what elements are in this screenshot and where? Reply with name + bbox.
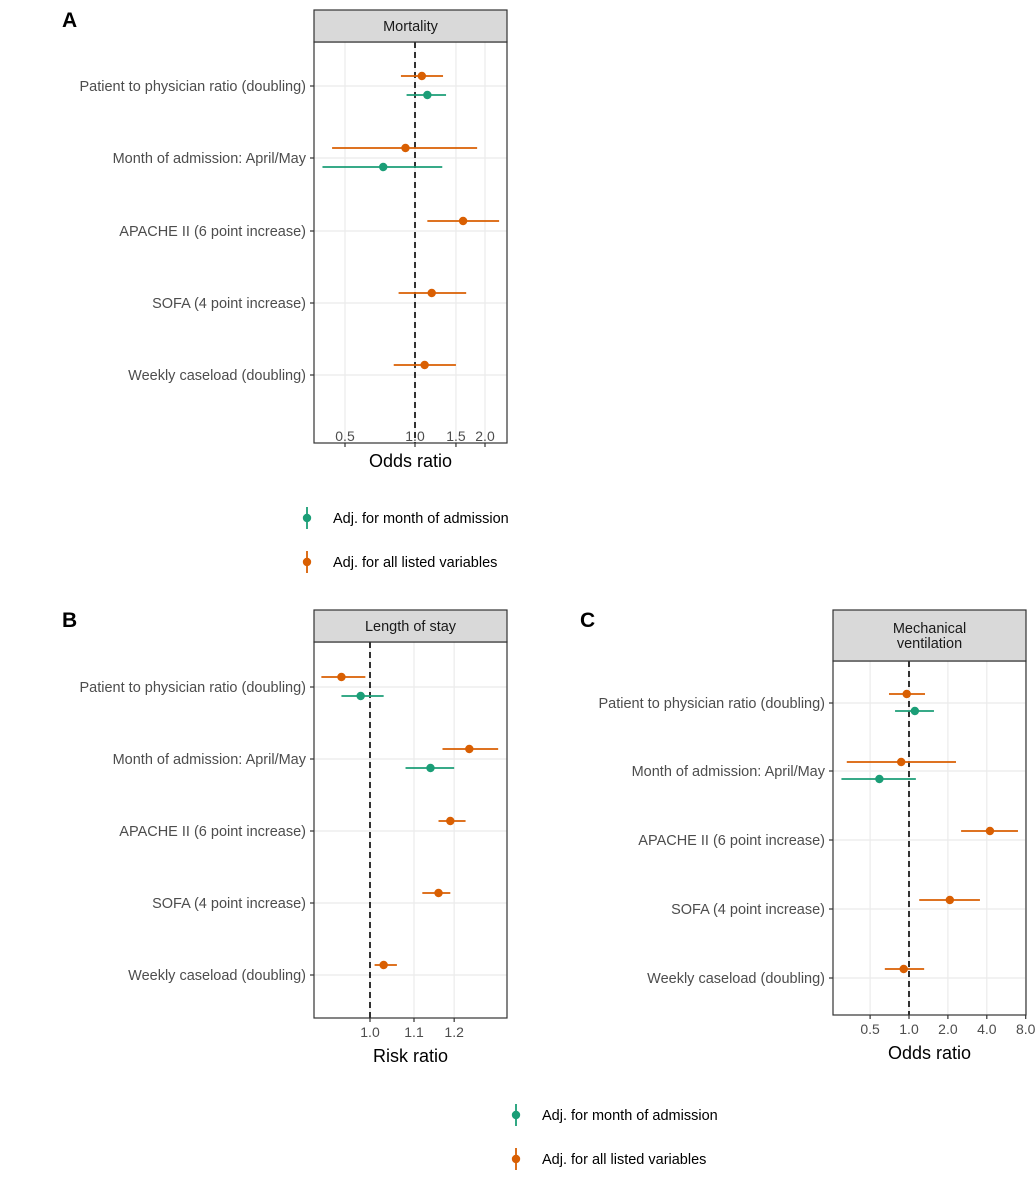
legend-key-point-icon xyxy=(511,1154,521,1164)
point-estimate xyxy=(434,888,443,898)
x-tick-label: 1.0 xyxy=(405,428,425,444)
point-estimate xyxy=(427,288,436,298)
point-estimate xyxy=(420,360,429,370)
panel-label-c: C xyxy=(580,609,595,632)
plot-background xyxy=(314,42,507,443)
y-axis-label: Weekly caseload (doubling) xyxy=(128,368,306,384)
facet-strip xyxy=(313,9,508,43)
legend-key-point-icon xyxy=(302,557,312,567)
strip-title-line: ventilation xyxy=(897,636,962,652)
point-estimate xyxy=(426,763,435,773)
x-tick-label: 1.1 xyxy=(404,1024,424,1040)
point-estimate xyxy=(902,689,911,699)
point-estimate xyxy=(910,706,920,716)
y-axis-label: Weekly caseload (doubling) xyxy=(128,968,306,984)
panel-c: Mechanical ventilation Patient to physicia… xyxy=(599,609,1036,1063)
x-tick-label: 8.0 xyxy=(1016,1021,1036,1037)
facet-strip-title: Length of stay xyxy=(365,619,457,635)
legend-entry: Adj. for month of admission xyxy=(511,1104,718,1126)
series-month-adjusted xyxy=(341,691,455,773)
strip-title-line: Length of stay xyxy=(365,619,457,635)
y-axis-label: Month of admission: April/May xyxy=(632,764,826,780)
y-axis-label: SOFA (4 point increase) xyxy=(152,896,306,912)
y-axis-label: Month of admission: April/May xyxy=(113,752,307,768)
x-tick-label: 1.5 xyxy=(446,428,466,444)
point-estimate xyxy=(401,143,410,153)
legend-label: Adj. for month of admission xyxy=(333,511,509,527)
point-estimate xyxy=(423,90,432,100)
point-estimate xyxy=(458,216,468,226)
y-axis-label: SOFA (4 point increase) xyxy=(152,296,306,312)
x-tick-label: 4.0 xyxy=(977,1021,997,1037)
x-axis-title: Odds ratio xyxy=(888,1043,971,1063)
x-tick-label: 2.0 xyxy=(938,1021,958,1037)
facet-strip xyxy=(832,609,1027,662)
y-axis-label: Patient to physician ratio (doubling) xyxy=(599,696,826,712)
x-axis-title: Risk ratio xyxy=(373,1046,448,1066)
panel-label-b: B xyxy=(62,609,77,632)
legend-label: Adj. for all listed variables xyxy=(542,1152,706,1168)
point-estimate xyxy=(875,774,884,784)
y-axis-label: APACHE II (6 point increase) xyxy=(638,833,825,849)
x-tick-label: 2.0 xyxy=(475,428,495,444)
plot-background xyxy=(314,642,507,1018)
legend-label: Adj. for month of admission xyxy=(542,1108,718,1124)
point-estimate xyxy=(379,960,388,970)
point-estimate xyxy=(899,964,908,974)
y-axis-label: Month of admission: April/May xyxy=(113,151,307,167)
x-tick-label: 1.2 xyxy=(444,1024,464,1040)
legend-entry: Adj. for all listed variables xyxy=(302,551,497,573)
y-axis-label: Patient to physician ratio (doubling) xyxy=(80,680,307,696)
legend-key-point-icon xyxy=(511,1110,521,1120)
y-axis-label: APACHE II (6 point increase) xyxy=(119,224,306,240)
point-estimate xyxy=(985,826,995,836)
point-estimate xyxy=(337,672,346,682)
facet-strip xyxy=(313,609,508,643)
series-all-adjusted xyxy=(846,689,1018,974)
point-estimate xyxy=(417,71,427,81)
strip-title-line: Mortality xyxy=(383,19,439,35)
x-tick-label: 1.0 xyxy=(899,1021,919,1037)
x-tick-label: 0.5 xyxy=(860,1021,880,1037)
series-month-adjusted xyxy=(322,90,447,172)
point-estimate xyxy=(945,895,955,905)
point-estimate xyxy=(379,162,388,172)
point-estimate xyxy=(446,816,455,826)
x-axis-title: Odds ratio xyxy=(369,451,452,471)
series-all-adjusted xyxy=(332,71,500,370)
facet-strip-title: Mortality xyxy=(383,19,439,35)
y-axis-label: Weekly caseload (doubling) xyxy=(647,971,825,987)
point-estimate xyxy=(356,691,365,701)
point-estimate xyxy=(896,757,906,767)
legend-entry: Adj. for all listed variables xyxy=(511,1148,706,1170)
series-month-adjusted xyxy=(841,706,934,784)
legend-label: Adj. for all listed variables xyxy=(333,555,497,571)
legend: Adj. for month of admission Adj. for all … xyxy=(302,507,509,573)
y-axis-label: Patient to physician ratio (doubling) xyxy=(80,79,307,95)
y-axis-label: SOFA (4 point increase) xyxy=(671,902,825,918)
series-all-adjusted xyxy=(321,672,499,970)
x-tick-label: 1.0 xyxy=(360,1024,380,1040)
point-estimate xyxy=(465,744,474,754)
y-axis-label: APACHE II (6 point increase) xyxy=(119,824,306,840)
panel-a: Mortality Patient to physician ratio (dou… xyxy=(80,9,508,471)
legend: Adj. for month of admission Adj. for all … xyxy=(511,1104,718,1170)
legend-key-point-icon xyxy=(302,513,312,523)
facet-strip-title: Mechanical ventilation xyxy=(893,621,966,652)
plot-background xyxy=(833,661,1026,1015)
strip-title-line: Mechanical xyxy=(893,621,966,637)
panel-label-a: A xyxy=(62,9,77,32)
legend-entry: Adj. for month of admission xyxy=(302,507,509,529)
x-tick-label: 0.5 xyxy=(335,428,355,444)
panel-b: Length of stay Patient to physician ratio… xyxy=(80,609,508,1066)
